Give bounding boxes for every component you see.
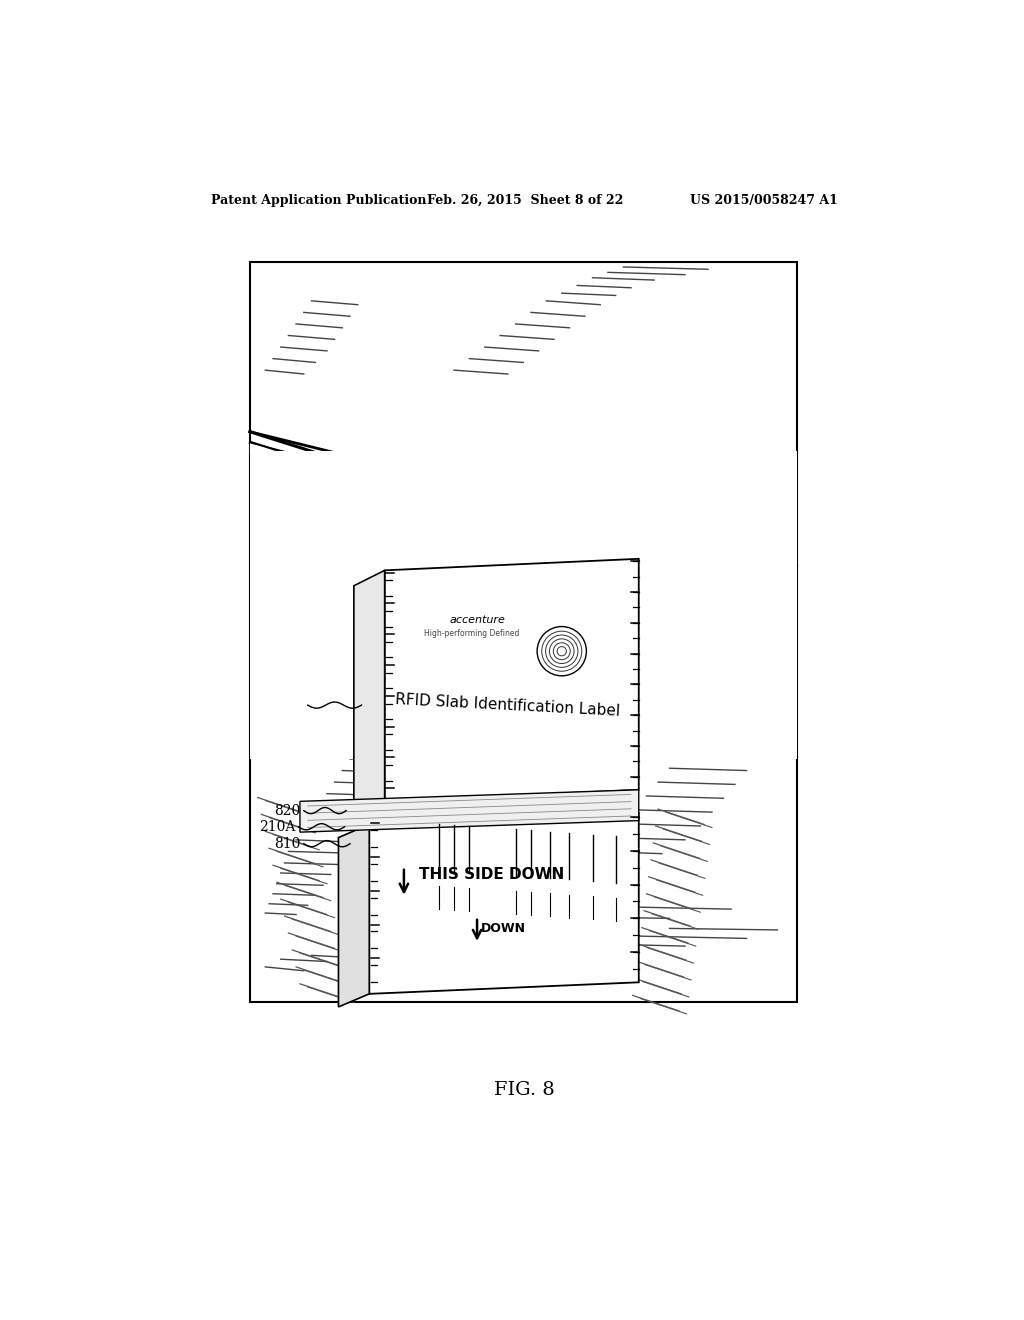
Polygon shape xyxy=(354,570,385,817)
Polygon shape xyxy=(339,825,370,1007)
Text: Feb. 26, 2015  Sheet 8 of 22: Feb. 26, 2015 Sheet 8 of 22 xyxy=(427,194,623,207)
Polygon shape xyxy=(250,444,797,590)
Bar xyxy=(250,263,797,1002)
Text: 820: 820 xyxy=(274,804,301,817)
Text: 810: 810 xyxy=(274,837,301,850)
Bar xyxy=(250,263,797,1002)
Polygon shape xyxy=(300,789,639,832)
Text: DOWN: DOWN xyxy=(481,921,526,935)
Text: RFID Slab Identification Label: RFID Slab Identification Label xyxy=(395,692,621,718)
Text: FIG. 8: FIG. 8 xyxy=(495,1081,555,1100)
Text: THIS SIDE DOWN: THIS SIDE DOWN xyxy=(419,867,564,882)
Polygon shape xyxy=(370,813,639,994)
Text: 810: 810 xyxy=(279,698,304,711)
Bar xyxy=(250,451,797,759)
Text: accenture: accenture xyxy=(450,615,505,626)
Text: High-performing Defined: High-performing Defined xyxy=(424,630,519,638)
Text: Patent Application Publication: Patent Application Publication xyxy=(211,194,427,207)
Polygon shape xyxy=(385,558,639,801)
Text: 210A: 210A xyxy=(259,820,295,834)
Text: US 2015/0058247 A1: US 2015/0058247 A1 xyxy=(690,194,839,207)
